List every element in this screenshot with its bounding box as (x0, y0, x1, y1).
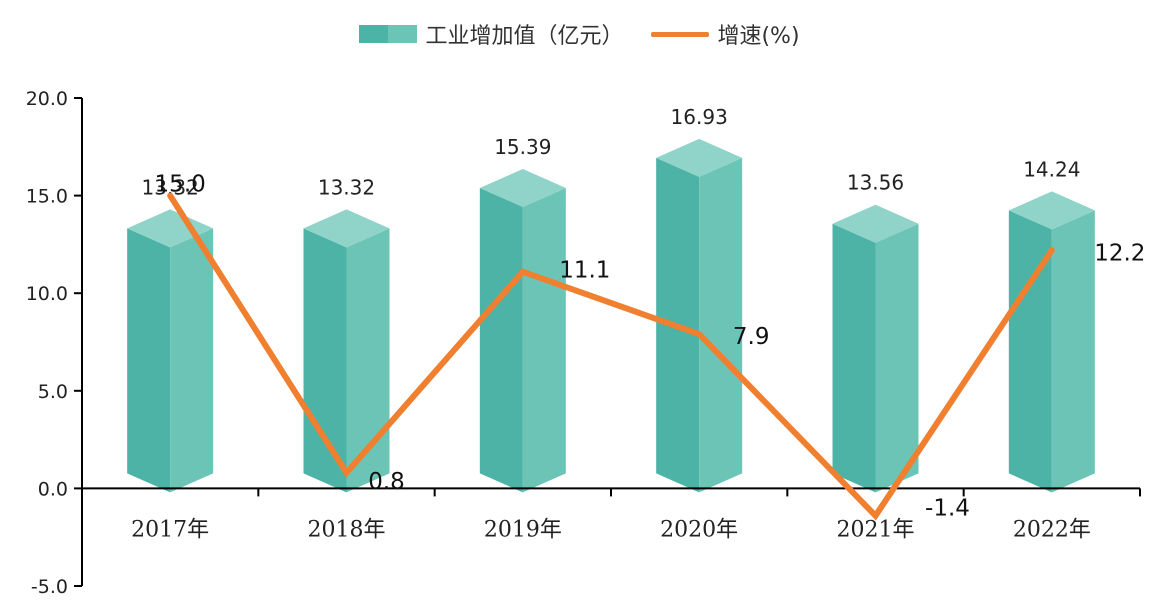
y-tick-label: 15.0 (26, 186, 68, 208)
growth-value-label: 15.0 (155, 172, 206, 198)
x-category-label: 2019年 (484, 517, 562, 542)
growth-value-label: 11.1 (559, 258, 610, 284)
bar-4 (656, 138, 743, 493)
x-category-label: 2018年 (308, 517, 386, 542)
legend-line-label: 增速(%) (717, 24, 800, 49)
legend-line-swatch (651, 31, 710, 37)
growth-point (345, 471, 348, 474)
bar-value-label: 15.39 (494, 135, 551, 159)
legend-bar-label: 工业增加值（亿元） (425, 24, 624, 49)
bar-2 (303, 209, 390, 493)
y-tick-label: 20.0 (26, 88, 68, 110)
y-tick-label: 10.0 (26, 283, 68, 305)
legend-item-line: 增速(%) (651, 18, 800, 50)
bar-1 (127, 209, 214, 493)
legend-bar-swatch (359, 25, 418, 43)
growth-point (698, 333, 701, 336)
bar-value-label: 14.24 (1023, 157, 1080, 181)
bar-value-label: 16.93 (671, 105, 728, 129)
growth-point (1050, 249, 1053, 252)
growth-value-label: 0.8 (368, 469, 405, 495)
y-tick-label: 5.0 (38, 381, 68, 403)
bar-6 (1008, 191, 1095, 493)
x-category-label: 2017年 (131, 517, 209, 542)
growth-point (874, 514, 877, 517)
growth-value-label: 7.9 (733, 324, 770, 350)
bar-5 (832, 204, 919, 493)
y-tick-label: -5.0 (31, 576, 68, 598)
x-category-label: 2021年 (837, 517, 915, 542)
growth-point (169, 194, 172, 197)
y-tick-label: 0.0 (38, 478, 68, 500)
legend: 工业增加值（亿元） 增速(%) (0, 18, 1159, 50)
bar-value-label: 13.32 (318, 175, 375, 199)
x-category-label: 2022年 (1013, 517, 1091, 542)
bar-value-label: 13.56 (847, 171, 904, 195)
bar-3 (479, 168, 566, 493)
legend-item-bar: 工业增加值（亿元） (359, 18, 623, 50)
growth-value-label: 12.2 (1094, 240, 1145, 266)
growth-point (521, 270, 524, 273)
x-category-label: 2020年 (660, 517, 738, 542)
growth-line (167, 192, 1055, 521)
growth-value-label: -1.4 (925, 496, 970, 522)
